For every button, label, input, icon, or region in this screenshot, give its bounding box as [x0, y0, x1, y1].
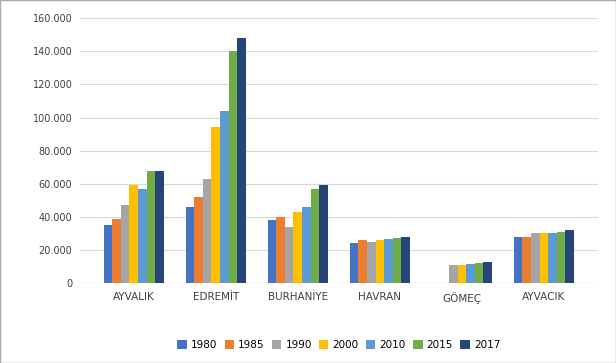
Bar	[522, 237, 531, 283]
Legend: 1980, 1985, 1990, 2000, 2010, 2015, 2017: 1980, 1985, 1990, 2000, 2010, 2015, 2017	[173, 336, 505, 354]
Bar	[531, 233, 540, 283]
Bar	[138, 189, 147, 283]
Bar	[514, 237, 522, 283]
Bar	[402, 237, 410, 283]
Bar	[319, 185, 328, 283]
Bar	[302, 207, 310, 283]
Bar	[220, 111, 229, 283]
Bar	[384, 239, 393, 283]
Bar	[367, 242, 376, 283]
Bar	[276, 217, 285, 283]
Bar	[229, 51, 237, 283]
Bar	[350, 243, 359, 283]
Bar	[194, 197, 203, 283]
Bar	[565, 230, 574, 283]
Bar	[293, 212, 302, 283]
Bar	[129, 185, 138, 283]
Bar	[484, 262, 492, 283]
Bar	[458, 265, 466, 283]
Bar	[359, 240, 367, 283]
Bar	[376, 240, 384, 283]
Bar	[449, 265, 458, 283]
Bar	[203, 179, 211, 283]
Bar	[557, 232, 565, 283]
Bar	[475, 263, 484, 283]
Bar	[237, 38, 246, 283]
Bar	[155, 171, 164, 283]
Bar	[466, 264, 475, 283]
Bar	[147, 171, 155, 283]
Bar	[112, 219, 121, 283]
Bar	[121, 205, 129, 283]
Bar	[185, 207, 194, 283]
Bar	[540, 233, 548, 283]
Bar	[103, 225, 112, 283]
Bar	[548, 233, 557, 283]
Bar	[285, 227, 293, 283]
Bar	[267, 220, 276, 283]
Bar	[211, 127, 220, 283]
Bar	[310, 189, 319, 283]
Bar	[393, 238, 402, 283]
